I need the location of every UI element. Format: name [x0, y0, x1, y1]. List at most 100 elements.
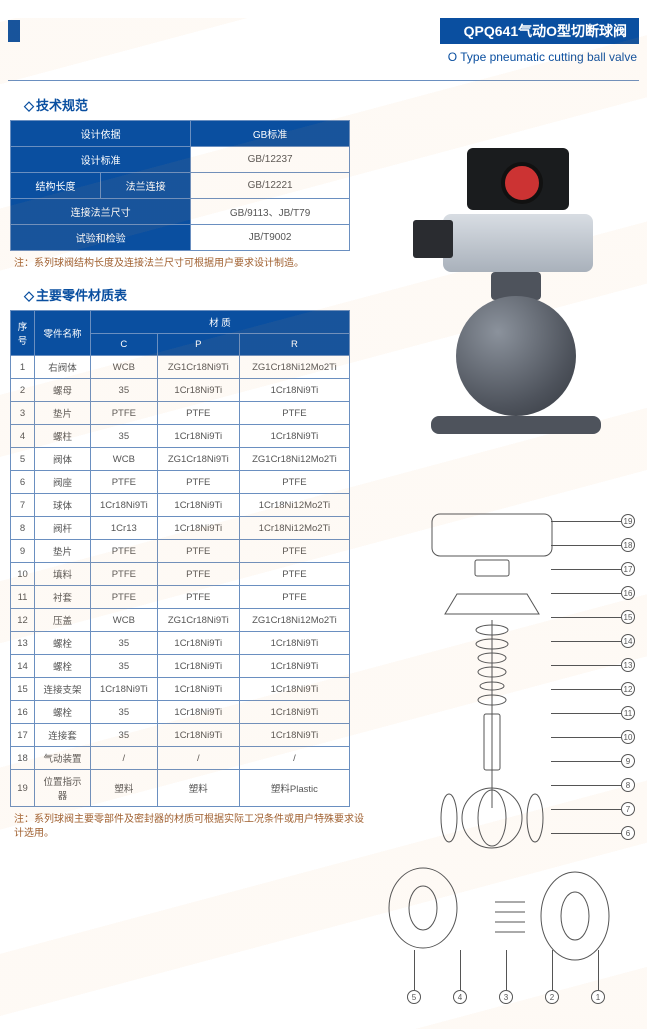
diagram-leader: [414, 950, 415, 990]
parts-cell-name: 压盖: [35, 609, 91, 632]
diagram-leader: [598, 950, 599, 990]
parts-cell-n: 5: [11, 448, 35, 471]
parts-cell-p: 1Cr18Ni9Ti: [157, 494, 239, 517]
parts-cell-name: 阀杆: [35, 517, 91, 540]
diagram-callout-18: 18: [621, 538, 635, 552]
parts-head-r: R: [239, 334, 349, 356]
parts-cell-name: 衬套: [35, 586, 91, 609]
parts-cell-c: 塑料: [91, 770, 158, 807]
parts-cell-r: PTFE: [239, 563, 349, 586]
parts-cell-name: 螺柱: [35, 425, 91, 448]
diagram-leader: [551, 521, 621, 522]
diagram-callout-9: 9: [621, 754, 635, 768]
parts-cell-n: 9: [11, 540, 35, 563]
parts-head-c: C: [91, 334, 158, 356]
diagram-leader: [551, 617, 621, 618]
parts-cell-c: 35: [91, 632, 158, 655]
flange: [431, 416, 601, 434]
parts-head-p: P: [157, 334, 239, 356]
page-title-cn: QPQ641气动O型切断球阀: [440, 18, 639, 44]
parts-cell-c: PTFE: [91, 471, 158, 494]
table-row: 18气动装置///: [11, 747, 350, 770]
parts-cell-r: ZG1Cr18Ni12Mo2Ti: [239, 609, 349, 632]
diagram-callout-13: 13: [621, 658, 635, 672]
parts-cell-r: 1Cr18Ni9Ti: [239, 425, 349, 448]
diagram-callout-15: 15: [621, 610, 635, 624]
diagram-leader: [551, 641, 621, 642]
parts-cell-n: 6: [11, 471, 35, 494]
diagram-leader: [551, 809, 621, 810]
parts-cell-n: 3: [11, 402, 35, 425]
page-subtitle-en: O Type pneumatic cutting ball valve: [10, 50, 637, 64]
parts-cell-r: 1Cr18Ni9Ti: [239, 701, 349, 724]
parts-cell-p: 1Cr18Ni9Ti: [157, 724, 239, 747]
parts-cell-n: 14: [11, 655, 35, 678]
parts-cell-name: 螺栓: [35, 655, 91, 678]
parts-head-name: 零件名称: [35, 311, 91, 356]
switch-box: [467, 148, 569, 210]
diagram-callout-11: 11: [621, 706, 635, 720]
parts-cell-name: 连接套: [35, 724, 91, 747]
parts-cell-r: 1Cr18Ni9Ti: [239, 655, 349, 678]
parts-cell-p: /: [157, 747, 239, 770]
table-row: 3垫片PTFEPTFEPTFE: [11, 402, 350, 425]
table-row: 5阀体WCBZG1Cr18Ni9TiZG1Cr18Ni12Mo2Ti: [11, 448, 350, 471]
table-row: 14螺栓351Cr18Ni9Ti1Cr18Ni9Ti: [11, 655, 350, 678]
diagram-callout-6: 6: [621, 826, 635, 840]
parts-cell-c: 35: [91, 655, 158, 678]
diagram-leader: [551, 689, 621, 690]
parts-cell-n: 1: [11, 356, 35, 379]
diagram-callout-7: 7: [621, 802, 635, 816]
parts-cell-n: 7: [11, 494, 35, 517]
table-row: 8阀杆1Cr131Cr18Ni9Ti1Cr18Ni12Mo2Ti: [11, 517, 350, 540]
table-row: 11衬套PTFEPTFEPTFE: [11, 586, 350, 609]
parts-cell-c: 35: [91, 701, 158, 724]
parts-cell-p: 1Cr18Ni9Ti: [157, 678, 239, 701]
diagram-leader: [506, 950, 507, 990]
solenoid-valve: [413, 220, 453, 258]
exploded-diagram: 191817161514131211109876 54321: [377, 508, 637, 1008]
header-accent: [8, 20, 20, 42]
parts-cell-name: 垫片: [35, 540, 91, 563]
diagram-callout-1: 1: [591, 990, 605, 1004]
spec-r1-label: 设计标准: [11, 147, 191, 173]
parts-cell-c: PTFE: [91, 563, 158, 586]
parts-cell-p: ZG1Cr18Ni9Ti: [157, 609, 239, 632]
parts-cell-name: 阀体: [35, 448, 91, 471]
table-row: 7球体1Cr18Ni9Ti1Cr18Ni9Ti1Cr18Ni12Mo2Ti: [11, 494, 350, 517]
table-row: 2螺母351Cr18Ni9Ti1Cr18Ni9Ti: [11, 379, 350, 402]
parts-cell-name: 垫片: [35, 402, 91, 425]
parts-cell-p: PTFE: [157, 586, 239, 609]
diagram-leader: [551, 569, 621, 570]
parts-cell-name: 球体: [35, 494, 91, 517]
parts-cell-c: 35: [91, 724, 158, 747]
diagram-callout-10: 10: [621, 730, 635, 744]
diagram-callout-5: 5: [407, 990, 421, 1004]
table-row: 19位置指示器塑料塑料塑料Plastic: [11, 770, 350, 807]
parts-cell-r: PTFE: [239, 586, 349, 609]
spec-r1-val: GB/12237: [191, 147, 350, 173]
parts-cell-c: 35: [91, 425, 158, 448]
product-photo: [401, 104, 631, 434]
parts-section-title: 主要零件材质表: [24, 285, 370, 304]
parts-cell-r: 1Cr18Ni9Ti: [239, 632, 349, 655]
table-row: 13螺栓351Cr18Ni9Ti1Cr18Ni9Ti: [11, 632, 350, 655]
table-row: 9垫片PTFEPTFEPTFE: [11, 540, 350, 563]
parts-cell-n: 4: [11, 425, 35, 448]
diagram-leader: [551, 761, 621, 762]
parts-cell-p: ZG1Cr18Ni9Ti: [157, 356, 239, 379]
diagram-callout-16: 16: [621, 586, 635, 600]
parts-cell-p: 1Cr18Ni9Ti: [157, 632, 239, 655]
diagram-leader: [551, 785, 621, 786]
parts-cell-p: 1Cr18Ni9Ti: [157, 379, 239, 402]
parts-cell-name: 螺栓: [35, 632, 91, 655]
parts-cell-c: /: [91, 747, 158, 770]
parts-cell-r: PTFE: [239, 402, 349, 425]
spec-r3-label: 连接法兰尺寸: [11, 199, 191, 225]
parts-cell-r: 1Cr18Ni12Mo2Ti: [239, 517, 349, 540]
parts-cell-p: PTFE: [157, 471, 239, 494]
parts-cell-c: WCB: [91, 356, 158, 379]
diagram-callout-17: 17: [621, 562, 635, 576]
table-row: 15连接支架1Cr18Ni9Ti1Cr18Ni9Ti1Cr18Ni9Ti: [11, 678, 350, 701]
parts-cell-n: 15: [11, 678, 35, 701]
